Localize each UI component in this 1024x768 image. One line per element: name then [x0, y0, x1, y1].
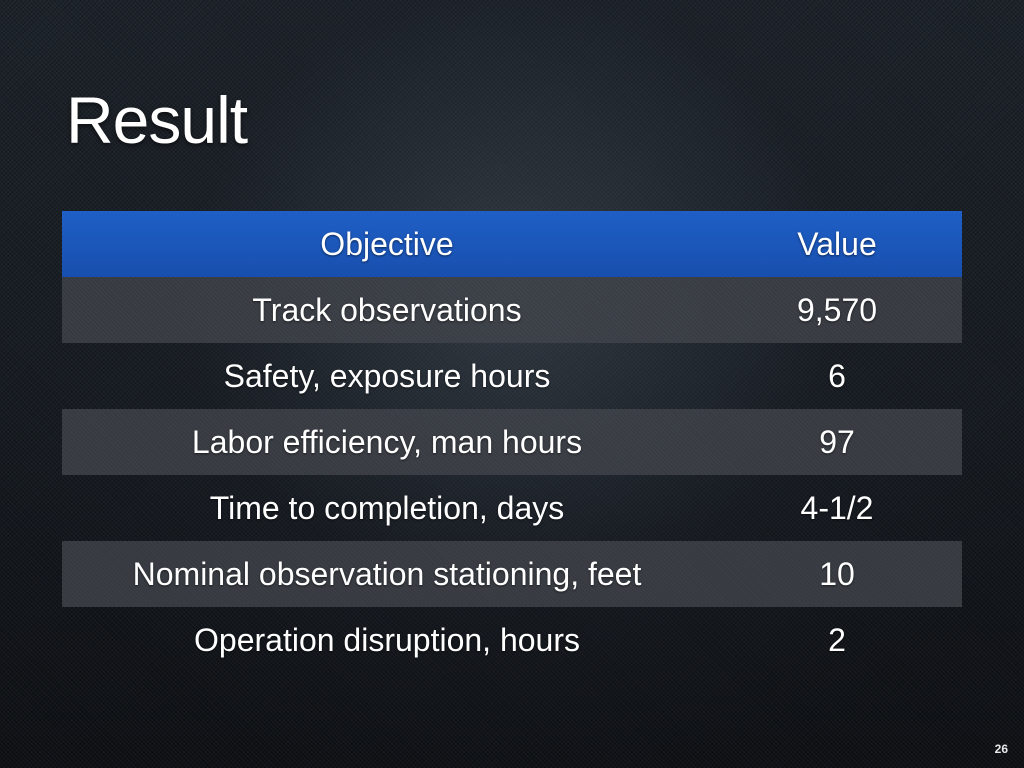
header-objective: Objective [320, 225, 454, 262]
table-row: Nominal observation stationing, feet 10 [62, 541, 962, 607]
header-value: Value [797, 225, 877, 262]
table-row: Track observations 9,570 [62, 277, 962, 343]
slide-title: Result [66, 83, 248, 157]
objective-cell: Nominal observation stationing, feet [132, 555, 642, 592]
table-header-row: Objective Value [62, 211, 962, 277]
objective-cell: Operation disruption, hours [194, 621, 580, 658]
value-cell: 97 [819, 423, 855, 460]
objective-cell: Safety, exposure hours [223, 357, 551, 394]
page-number: 26 [994, 742, 1008, 756]
objective-cell: Labor efficiency, man hours [191, 423, 583, 460]
table-row: Time to completion, days 4-1/2 [62, 475, 962, 541]
objective-cell: Time to completion, days [209, 489, 565, 526]
value-cell: 10 [819, 555, 855, 592]
table-row: Labor efficiency, man hours 97 [62, 409, 962, 475]
value-cell: 2 [828, 621, 846, 658]
result-table: Objective Value Track observations 9,570… [62, 211, 962, 673]
value-cell: 4-1/2 [800, 489, 874, 526]
table-row: Operation disruption, hours 2 [62, 607, 962, 673]
table-row: Safety, exposure hours 6 [62, 343, 962, 409]
value-cell: 6 [828, 357, 846, 394]
objective-cell: Track observations [252, 291, 522, 328]
value-cell: 9,570 [796, 291, 878, 328]
